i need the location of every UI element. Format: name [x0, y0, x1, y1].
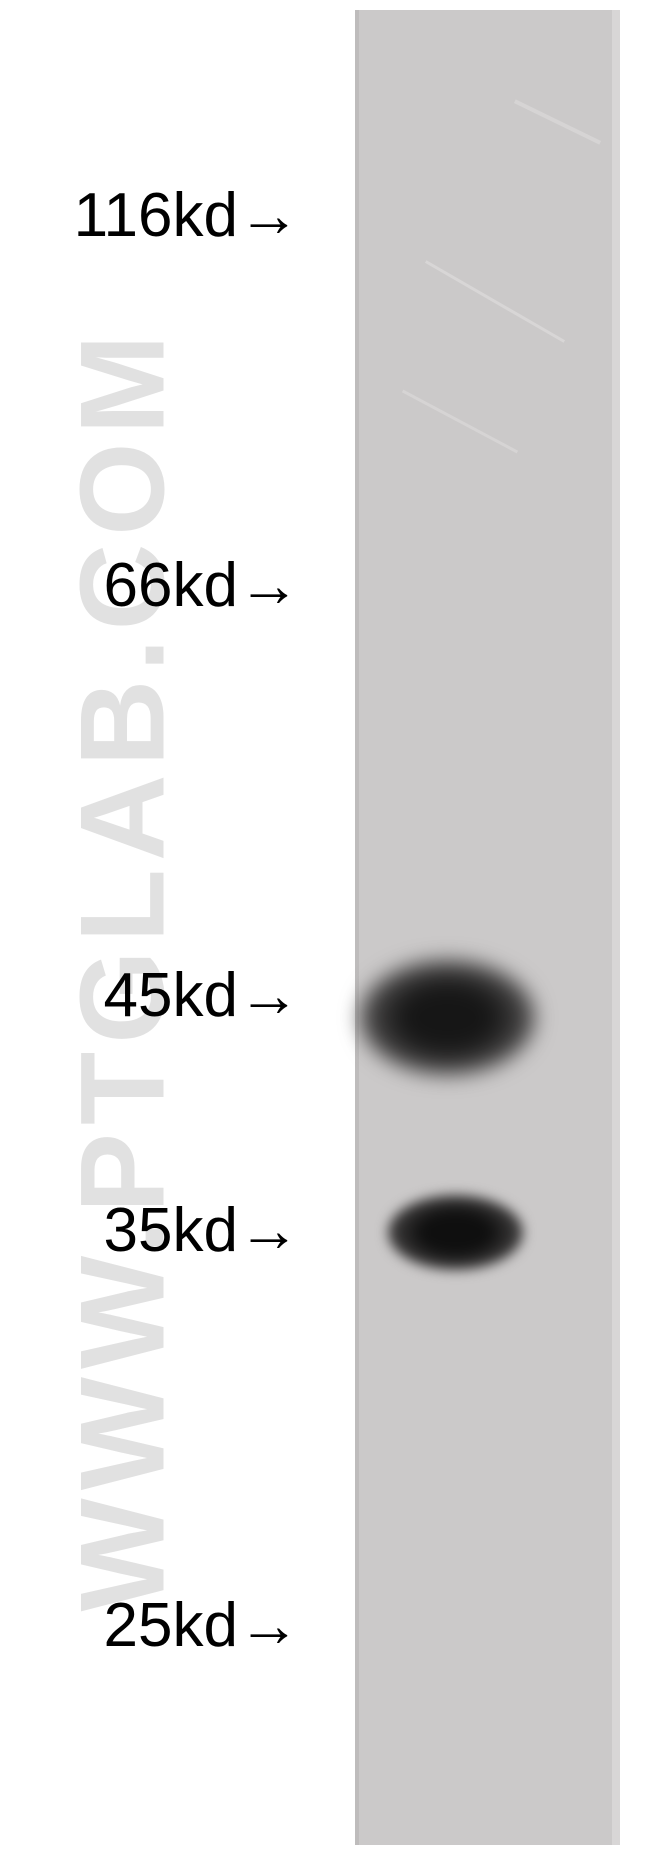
blot-lane [355, 10, 620, 1845]
marker-35kd: 35kd→ [104, 1195, 300, 1266]
marker-116kd: 116kd→ [74, 180, 300, 251]
lane-border-right [612, 10, 620, 1845]
lane-border-left [355, 10, 359, 1845]
blot-band-45kd [360, 960, 535, 1075]
marker-25kd: 25kd→ [104, 1590, 300, 1661]
blot-band-35kd [388, 1195, 523, 1270]
blot-figure: WWW.PTGLAB.COM 116kd→ 66kd→ 45kd→ 35kd→ … [0, 0, 650, 1855]
marker-45kd: 45kd→ [104, 960, 300, 1031]
marker-66kd: 66kd→ [104, 550, 300, 621]
